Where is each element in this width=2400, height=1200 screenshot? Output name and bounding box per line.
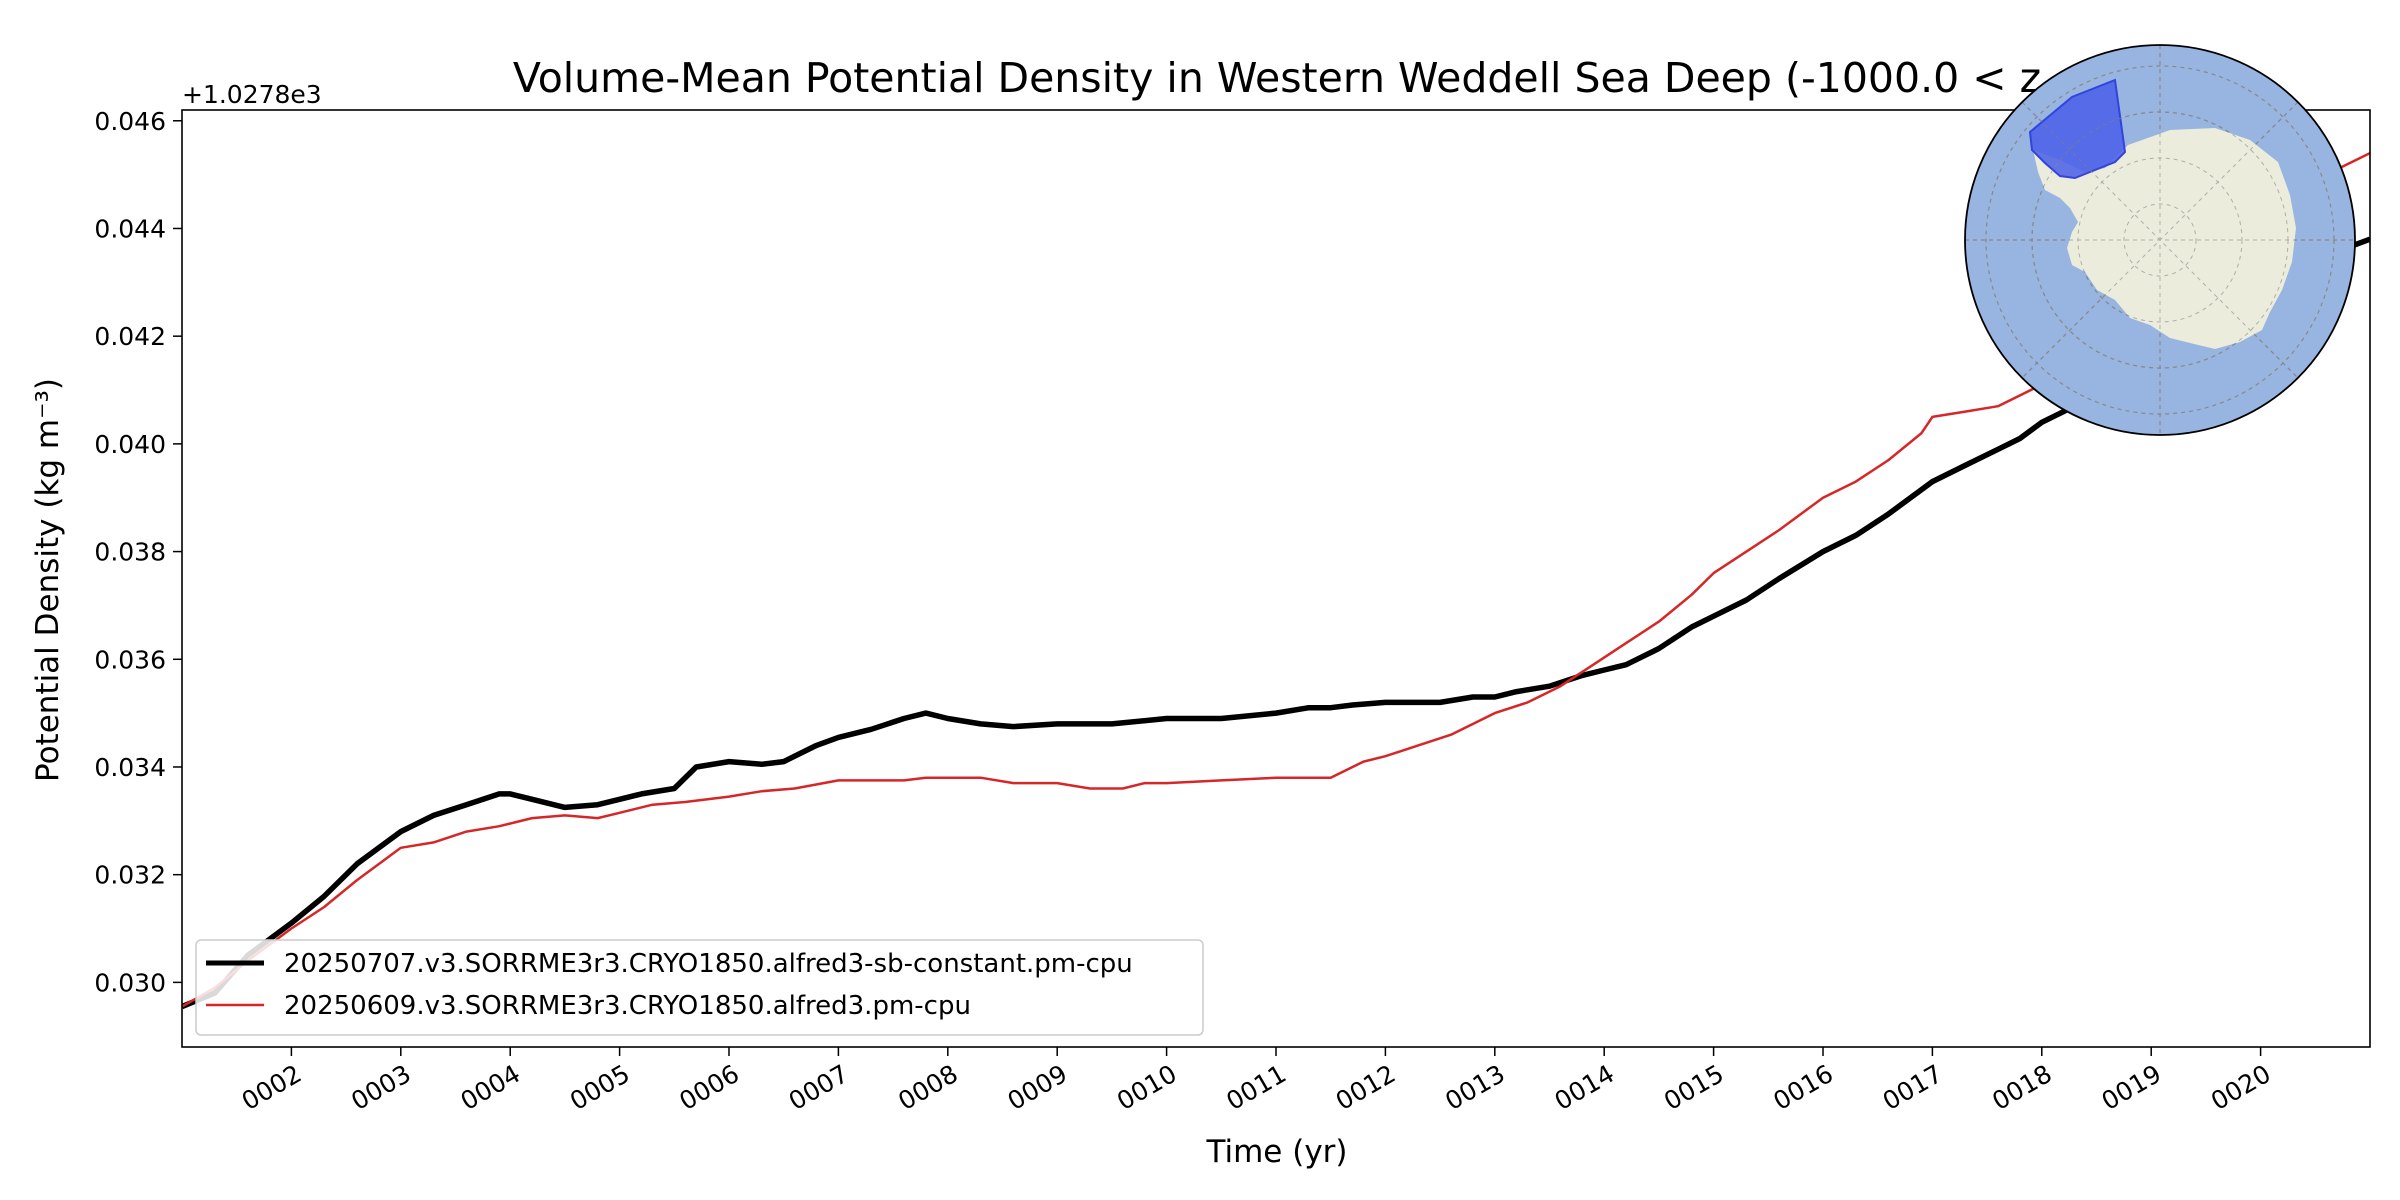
x-axis: 0002 0003 0004 0005 0006 0007 0008 0009 0010 0011…	[237, 1047, 2276, 1116]
y-tick-label: 0.030	[94, 968, 166, 997]
x-tick-label: 0020	[2206, 1059, 2276, 1116]
x-tick-label: 0007	[784, 1059, 854, 1116]
x-tick-label: 0002	[237, 1059, 307, 1116]
y-tick-label: 0.046	[94, 107, 166, 136]
y-tick-label: 0.040	[94, 430, 166, 459]
map-border	[1964, 44, 2356, 436]
x-tick-label: 0018	[1987, 1059, 2057, 1116]
y-tick-label: 0.034	[94, 753, 166, 782]
x-tick-label: 0017	[1878, 1059, 1948, 1116]
y-tick-label: 0.044	[94, 214, 166, 243]
legend-label-1: 20250707.v3.SORRME3r3.CRYO1850.alfred3-s…	[284, 949, 1133, 979]
y-tick-label: 0.042	[94, 322, 166, 351]
antarctica-land	[2033, 128, 2296, 349]
x-tick-label: 0016	[1768, 1059, 1838, 1116]
x-tick-label: 0003	[346, 1059, 416, 1116]
inset-map	[1964, 44, 2356, 436]
legend-label-2: 20250609.v3.SORRME3r3.CRYO1850.alfred3.p…	[284, 991, 971, 1021]
y-tick-label: 0.038	[94, 538, 166, 567]
x-tick-label: 0014	[1550, 1059, 1620, 1116]
series-line-2	[182, 151, 2370, 1008]
x-tick-label: 0015	[1659, 1059, 1729, 1116]
x-tick-label: 0013	[1440, 1059, 1510, 1116]
x-axis-label: Time (yr)	[1206, 1134, 1348, 1170]
chart-title: Volume-Mean Potential Density in Western…	[513, 54, 2041, 102]
x-tick-label: 0010	[1112, 1059, 1182, 1116]
x-tick-label: 0012	[1331, 1059, 1401, 1116]
x-tick-label: 0005	[565, 1059, 635, 1116]
y-tick-label: 0.036	[94, 645, 166, 674]
x-tick-label: 0019	[2097, 1059, 2167, 1116]
x-tick-label: 0009	[1003, 1059, 1073, 1116]
weddell-region	[2028, 78, 2127, 180]
legend-box	[195, 939, 1204, 1036]
x-tick-label: 0006	[674, 1059, 744, 1116]
map-gridlines-over	[1965, 45, 2355, 435]
series-line-1	[182, 236, 2370, 1010]
x-tick-label: 0011	[1221, 1059, 1291, 1116]
x-tick-label: 0008	[893, 1059, 963, 1116]
series-layer	[182, 151, 2370, 1010]
y-offset-label: +1.0278e3	[182, 80, 322, 109]
x-tick-label: 0004	[456, 1059, 526, 1116]
y-axis: 0.030 0.032 0.034 0.036 0.038 0.040 0.042 0.044…	[94, 107, 182, 997]
y-tick-label: 0.032	[94, 861, 166, 890]
legend: 20250707.v3.SORRME3r3.CRYO1850.alfred3-s…	[195, 939, 1204, 1036]
y-axis-label: Potential Density (kg m⁻³)	[30, 378, 66, 782]
